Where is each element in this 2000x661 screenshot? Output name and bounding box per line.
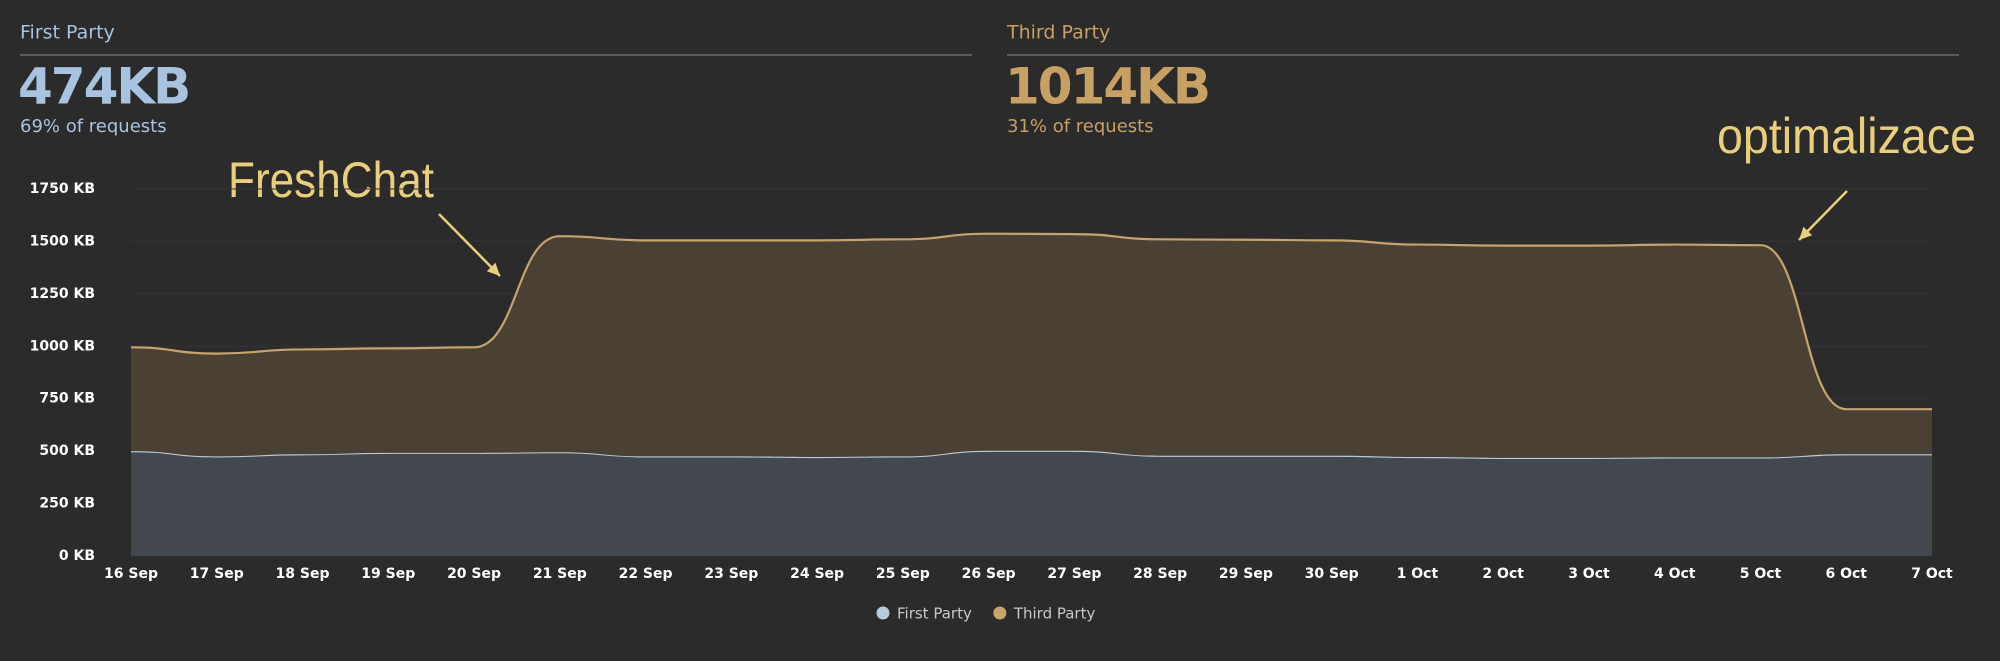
x-tick-label: 28 Sep — [1133, 566, 1187, 582]
x-tick-label: 18 Sep — [276, 566, 330, 582]
legend-label[interactable]: First Party — [897, 605, 972, 623]
x-tick-label: 20 Sep — [447, 566, 501, 582]
x-tick-label: 22 Sep — [619, 566, 673, 582]
x-tick-label: 27 Sep — [1047, 566, 1101, 582]
legend-marker — [993, 606, 1007, 620]
x-tick-label: 30 Sep — [1305, 566, 1359, 582]
x-tick-label: 17 Sep — [190, 566, 244, 582]
x-tick-label: 4 Oct — [1654, 566, 1696, 582]
line — [130, 232, 1933, 411]
summary-subtitle: 69% of requests — [20, 116, 167, 137]
x-tick-label: 19 Sep — [361, 566, 415, 582]
x-tick-label: 26 Sep — [962, 566, 1016, 582]
x-tick-label: 21 Sep — [533, 566, 587, 582]
area — [131, 450, 1932, 556]
y-tick-label: 750 KB — [39, 391, 95, 407]
summary-value: 474KB — [18, 58, 189, 116]
x-tick-label: 5 Oct — [1740, 566, 1782, 582]
summary-title: First Party — [20, 22, 115, 44]
summary-subtitle: 31% of requests — [1007, 116, 1154, 137]
y-tick-label: 1500 KB — [30, 233, 95, 249]
area — [131, 233, 1932, 458]
legend-label[interactable]: Third Party — [1013, 605, 1096, 623]
arrow — [438, 213, 501, 277]
x-tick-label: 24 Sep — [790, 566, 844, 582]
x-tick-label: 3 Oct — [1568, 566, 1610, 582]
x-tick-label: 6 Oct — [1825, 566, 1867, 582]
x-tick-label: 2 Oct — [1482, 566, 1524, 582]
y-tick-label: 1000 KB — [30, 338, 95, 354]
plot — [130, 188, 1933, 557]
y-tick-label: 250 KB — [39, 496, 95, 512]
x-tick-label: 7 Oct — [1911, 566, 1953, 582]
x-tick-label: 16 Sep — [104, 566, 158, 582]
y-tick-label: 500 KB — [39, 443, 95, 459]
x-tick-label: 25 Sep — [876, 566, 930, 582]
annotation: optimalizace — [1717, 108, 1976, 164]
x-tick-label: 1 Oct — [1397, 566, 1439, 582]
summary-title: Third Party — [1006, 22, 1110, 44]
annotation: FreshChat — [228, 152, 434, 208]
y-tick-label: 1250 KB — [30, 286, 95, 302]
legend-marker — [876, 606, 890, 620]
x-tick-label: 29 Sep — [1219, 566, 1273, 582]
arrow-head — [486, 262, 500, 276]
y-tick-label: 0 KB — [59, 548, 95, 564]
summary-value: 1014KB — [1005, 58, 1209, 116]
y-tick-label: 1750 KB — [30, 181, 95, 197]
arrow-head — [1799, 226, 1813, 240]
x-tick-label: 23 Sep — [704, 566, 758, 582]
